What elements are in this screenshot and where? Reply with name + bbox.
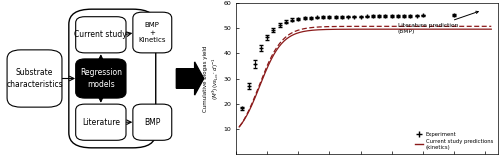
FancyBboxPatch shape	[69, 9, 156, 148]
Text: BMP
+
Kinetics: BMP + Kinetics	[138, 22, 166, 43]
FancyBboxPatch shape	[133, 104, 172, 140]
Text: BMP: BMP	[144, 118, 160, 127]
FancyBboxPatch shape	[7, 50, 62, 107]
Text: Current study: Current study	[74, 30, 127, 39]
Legend: Experiment, Current study predictions
(kinetics): Experiment, Current study predictions (k…	[414, 131, 495, 151]
Text: Substrate
characteristics: Substrate characteristics	[6, 68, 63, 89]
Text: Literature prediction
(BMP): Literature prediction (BMP)	[398, 11, 478, 34]
Text: Regression
models: Regression models	[80, 68, 122, 89]
Text: Literature: Literature	[82, 118, 120, 127]
FancyBboxPatch shape	[133, 12, 172, 53]
Y-axis label: Cumulative biogas yield
$(M^3)(vs_{L_{os}}\cdot d)^{-1}$: Cumulative biogas yield $(M^3)(vs_{L_{os…	[204, 45, 220, 112]
FancyArrow shape	[176, 62, 204, 95]
FancyBboxPatch shape	[76, 104, 126, 140]
FancyBboxPatch shape	[76, 59, 126, 98]
FancyBboxPatch shape	[76, 17, 126, 53]
